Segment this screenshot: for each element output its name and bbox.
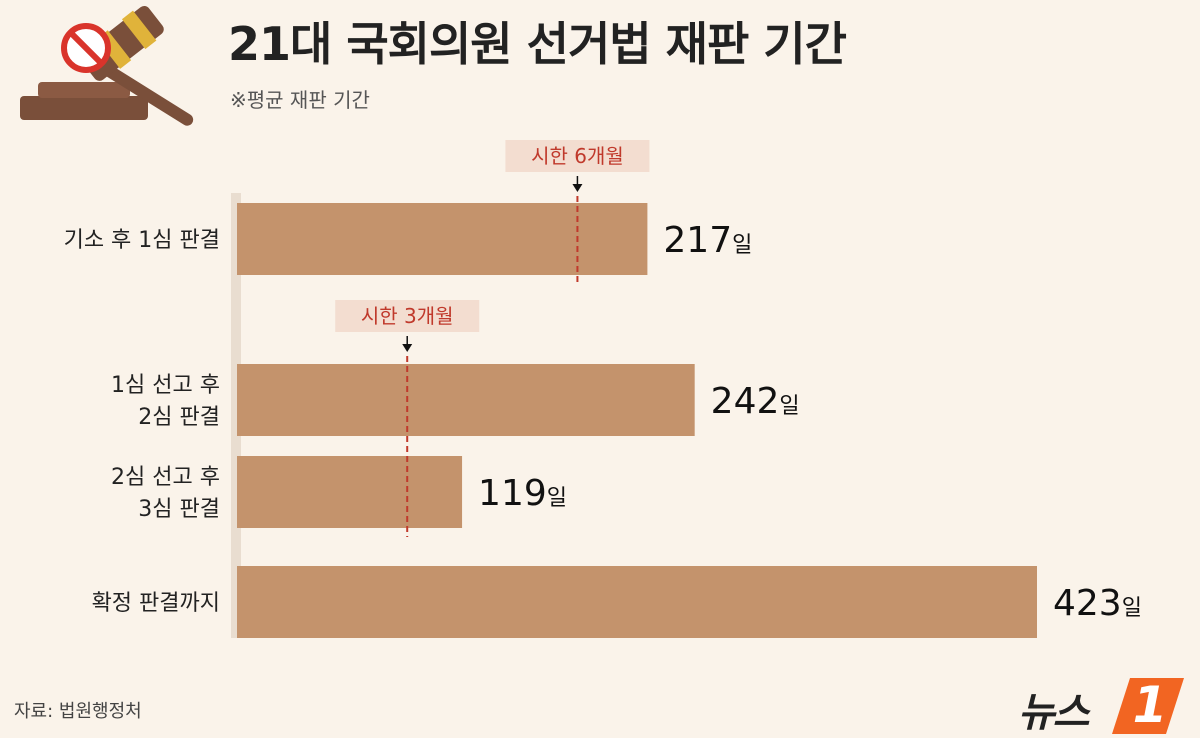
deadline-label: 시한 3개월 bbox=[361, 304, 454, 328]
deadline-arrow-head bbox=[402, 344, 413, 352]
bar bbox=[237, 203, 648, 275]
category-label: 3심 판결 bbox=[138, 497, 220, 522]
value-label: 242일 bbox=[711, 381, 800, 422]
logo-text: 뉴스 bbox=[1018, 690, 1090, 736]
news1-logo: 뉴스 1 bbox=[1018, 676, 1186, 736]
deadline-label: 시한 6개월 bbox=[531, 144, 624, 168]
gavel-icon bbox=[20, 5, 194, 126]
prohibition-icon bbox=[61, 23, 111, 73]
deadline-arrow-head bbox=[572, 184, 583, 192]
category-label: 1심 선고 후 bbox=[111, 373, 220, 398]
category-label: 2심 선고 후 bbox=[111, 465, 220, 490]
value-label: 423일 bbox=[1053, 583, 1142, 624]
logo-mark-icon bbox=[1112, 678, 1184, 734]
value-label: 119일 bbox=[478, 473, 567, 514]
bar bbox=[237, 364, 695, 436]
page-title: 21대 국회의원 선거법 재판 기간 bbox=[228, 17, 847, 71]
deadline-label-bg bbox=[335, 300, 480, 332]
category-label: 2심 판결 bbox=[138, 405, 220, 430]
axis-baseline bbox=[231, 193, 241, 638]
source-note: 자료: 법원행정처 bbox=[14, 701, 142, 722]
category-label: 확정 판결까지 bbox=[92, 591, 220, 616]
bar bbox=[237, 456, 463, 528]
value-label: 217일 bbox=[663, 220, 752, 261]
logo-mark-text: 1 bbox=[1132, 676, 1168, 734]
bar bbox=[237, 566, 1037, 638]
deadline-label-bg bbox=[505, 140, 650, 172]
category-label: 기소 후 1심 판결 bbox=[64, 228, 220, 253]
chart-subtitle: ※평균 재판 기간 bbox=[230, 88, 370, 112]
